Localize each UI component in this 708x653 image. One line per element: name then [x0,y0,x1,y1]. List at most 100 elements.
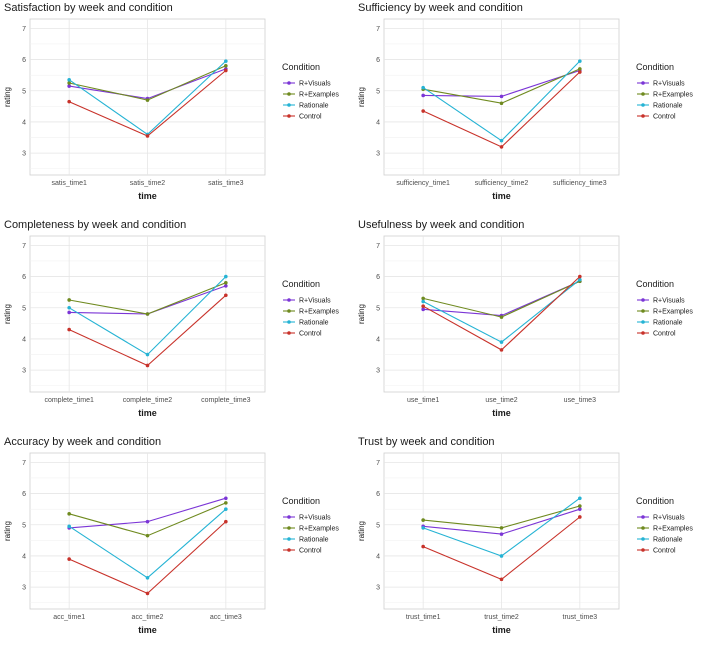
x-tick-label: acc_time1 [53,614,85,621]
chart-panel: Accuracy by week and condition 3 4 5 6 7 acc_t… [0,434,354,651]
data-point [421,93,425,98]
x-tick-label: complete_time1 [44,397,94,404]
chart-svg: Trust by week and condition 3 4 5 6 7 trust_ti… [357,436,693,635]
legend-label: Rationale [299,320,329,327]
chart-svg: Usefulness by week and condition 3 4 5 6 7 use… [357,219,693,418]
data-point [421,544,425,549]
legend-key-point [641,537,645,541]
data-point [224,59,228,63]
y-tick-label: 3 [22,151,26,158]
data-point [499,94,504,99]
x-axis-label: time [138,408,157,418]
data-point [578,507,582,511]
x-axis-label: time [492,625,511,635]
data-point [578,504,582,508]
data-point [421,85,425,90]
data-point [421,518,425,522]
data-point [499,340,504,344]
y-tick-label: 4 [376,336,380,343]
chart-title: Completeness by week and condition [4,219,186,231]
legend-label: Control [299,114,322,121]
y-tick-label: 3 [22,585,26,592]
data-point [499,532,504,536]
y-tick-label: 5 [376,305,380,312]
x-tick-label: trust_time3 [563,614,598,621]
x-axis-label: time [138,191,157,201]
chart-panel: Satisfaction by week and condition 3 4 5 6 7 s… [0,0,354,217]
x-tick-label: complete_time3 [201,397,251,404]
data-point [67,99,71,104]
y-tick-label: 6 [22,274,26,281]
y-tick-label: 3 [376,585,380,592]
data-point [499,577,504,582]
y-axis-label: rating [3,87,12,107]
legend-key-point [287,515,291,519]
legend-title: Condition [282,279,320,289]
data-point [224,281,228,285]
x-tick-label: satis_time2 [130,180,166,187]
legend-label: R+Visuals [653,298,685,305]
data-point [421,299,425,304]
x-tick-label: sufficiency_time2 [475,180,529,187]
y-axis-label: rating [357,521,366,541]
y-tick-label: 3 [376,151,380,158]
data-point [224,501,228,505]
y-tick-label: 6 [376,57,380,64]
chart-svg: Satisfaction by week and condition 3 4 5 6 7 s… [3,2,339,201]
legend-key-point [641,309,645,313]
x-tick-label: satis_time1 [51,180,87,187]
legend-key-point [287,331,291,335]
legend-key-point [287,309,291,313]
legend-label: Rationale [653,103,683,110]
y-tick-label: 7 [376,26,380,33]
data-point [145,363,150,368]
data-point [145,312,150,316]
legend-key-point [287,537,291,541]
legend-key-point [641,92,645,96]
y-axis-label: rating [3,521,12,541]
data-point [421,304,425,308]
legend-title: Condition [282,62,320,72]
data-point [421,296,425,301]
legend-key-point [287,81,291,85]
x-axis-label: time [138,625,157,635]
legend-label: Control [299,331,322,338]
legend-key-point [641,320,645,324]
chart-svg: Accuracy by week and condition 3 4 5 6 7 acc_t… [3,436,339,635]
data-point [145,134,150,138]
chart-title: Usefulness by week and condition [358,219,524,231]
legend-key-point [287,92,291,96]
y-tick-label: 4 [376,553,380,560]
data-point [578,67,582,71]
x-tick-label: trust_time2 [484,614,519,621]
legend-label: Rationale [299,537,329,544]
data-point [224,284,228,288]
chart-title: Trust by week and condition [358,436,495,448]
data-point [67,78,71,82]
data-point [145,576,150,580]
y-tick-label: 5 [376,522,380,529]
y-tick-label: 4 [22,336,26,343]
legend-key-point [641,81,645,85]
legend-title: Condition [636,62,674,72]
y-tick-label: 7 [376,243,380,250]
data-point [578,277,582,282]
chart-svg: Completeness by week and condition 3 4 5 6 7 c… [3,219,339,418]
legend-key-point [287,548,291,552]
chart-panel: Completeness by week and condition 3 4 5 6 7 c… [0,217,354,434]
x-tick-label: use_time2 [485,397,517,404]
data-point [421,109,425,113]
chart-panel: Trust by week and condition 3 4 5 6 7 trust_ti… [354,434,708,651]
y-tick-label: 7 [22,243,26,250]
legend-label: Control [653,548,676,555]
data-point [578,515,582,519]
chart-svg: Sufficiency by week and condition 3 4 5 6 7 su… [357,2,693,201]
data-point [499,101,504,106]
y-tick-label: 7 [22,26,26,33]
y-tick-label: 5 [22,88,26,95]
data-point [499,145,504,149]
x-tick-label: acc_time3 [210,614,242,621]
data-point [578,59,582,63]
legend-key-point [641,298,645,302]
data-point [224,274,228,279]
